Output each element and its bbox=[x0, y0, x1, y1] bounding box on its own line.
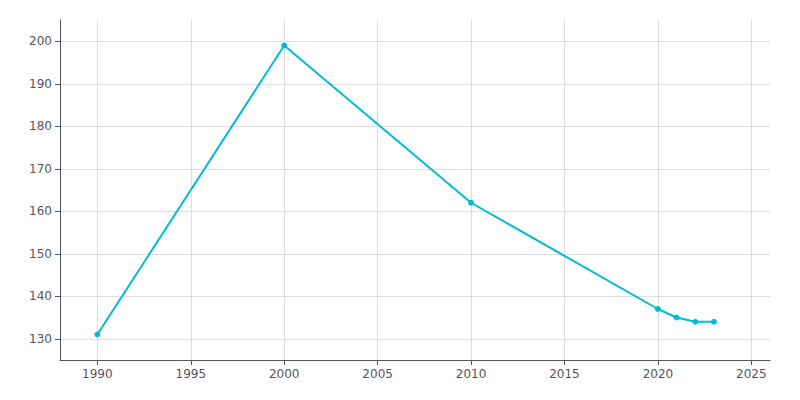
svg-text:2020: 2020 bbox=[643, 367, 674, 381]
svg-text:2010: 2010 bbox=[456, 367, 487, 381]
svg-text:2005: 2005 bbox=[362, 367, 393, 381]
svg-text:2015: 2015 bbox=[549, 367, 580, 381]
svg-text:190: 190 bbox=[29, 77, 52, 91]
svg-text:2000: 2000 bbox=[269, 367, 300, 381]
svg-text:140: 140 bbox=[29, 289, 52, 303]
svg-text:130: 130 bbox=[29, 332, 52, 346]
svg-text:160: 160 bbox=[29, 204, 52, 218]
svg-text:2025: 2025 bbox=[736, 367, 767, 381]
svg-text:180: 180 bbox=[29, 119, 52, 133]
svg-text:1990: 1990 bbox=[82, 367, 113, 381]
svg-text:170: 170 bbox=[29, 162, 52, 176]
svg-text:1995: 1995 bbox=[176, 367, 207, 381]
svg-text:150: 150 bbox=[29, 247, 52, 261]
svg-text:200: 200 bbox=[29, 34, 52, 48]
